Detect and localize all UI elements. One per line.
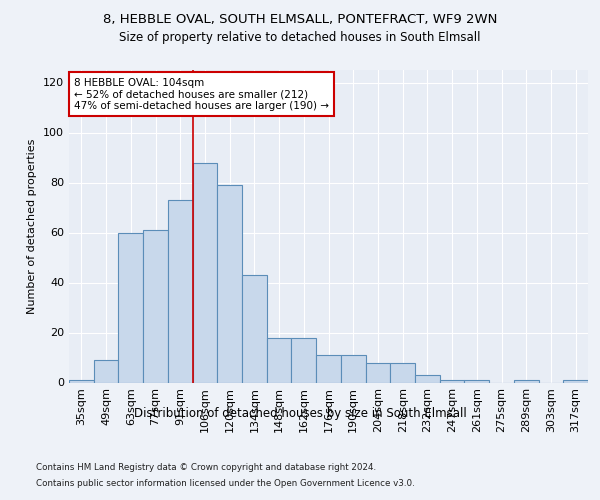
Bar <box>563 380 588 382</box>
Text: Contains HM Land Registry data © Crown copyright and database right 2024.: Contains HM Land Registry data © Crown c… <box>36 462 376 471</box>
Text: Size of property relative to detached houses in South Elmsall: Size of property relative to detached ho… <box>119 31 481 44</box>
Bar <box>365 362 390 382</box>
Bar <box>193 162 217 382</box>
Bar <box>267 338 292 382</box>
Bar <box>464 380 489 382</box>
Bar <box>94 360 118 382</box>
Bar <box>69 380 94 382</box>
Bar <box>292 338 316 382</box>
Bar <box>390 362 415 382</box>
Y-axis label: Number of detached properties: Number of detached properties <box>28 138 37 314</box>
Bar <box>118 232 143 382</box>
Bar <box>143 230 168 382</box>
Bar <box>316 355 341 382</box>
Text: Distribution of detached houses by size in South Elmsall: Distribution of detached houses by size … <box>134 408 466 420</box>
Text: 8 HEBBLE OVAL: 104sqm
← 52% of detached houses are smaller (212)
47% of semi-det: 8 HEBBLE OVAL: 104sqm ← 52% of detached … <box>74 78 329 110</box>
Bar <box>514 380 539 382</box>
Text: Contains public sector information licensed under the Open Government Licence v3: Contains public sector information licen… <box>36 479 415 488</box>
Bar <box>242 275 267 382</box>
Text: 8, HEBBLE OVAL, SOUTH ELMSALL, PONTEFRACT, WF9 2WN: 8, HEBBLE OVAL, SOUTH ELMSALL, PONTEFRAC… <box>103 12 497 26</box>
Bar <box>341 355 365 382</box>
Bar <box>217 185 242 382</box>
Bar <box>415 375 440 382</box>
Bar <box>168 200 193 382</box>
Bar <box>440 380 464 382</box>
